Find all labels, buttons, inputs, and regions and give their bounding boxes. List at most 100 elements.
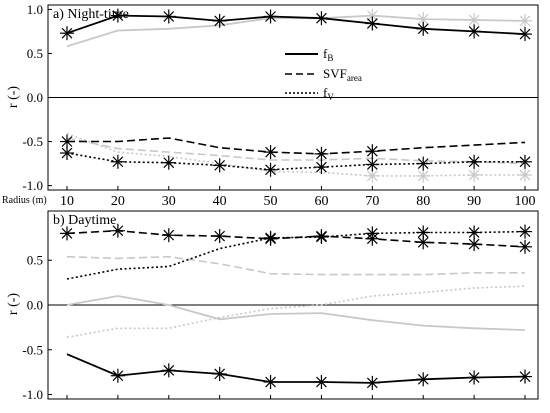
marker-stroke: [519, 241, 531, 253]
panel-a-ylabel: r (-): [6, 86, 21, 108]
series-SVFarea-dark-b: [66, 229, 526, 248]
marker-stroke: [366, 377, 378, 389]
marker-SVFarea-dark-b-8: [467, 237, 482, 252]
marker-stroke: [163, 229, 175, 241]
marker-fB-dark-b-2: [161, 363, 176, 378]
series-fV-dark-a: [66, 152, 525, 171]
series-SVFarea-light-b: [66, 255, 525, 276]
marker-fV-light-a-8: [467, 168, 482, 183]
marker-stroke: [519, 28, 531, 40]
marker-stroke: [112, 370, 124, 382]
panel-b-ylabel: r (-): [6, 293, 21, 315]
marker-stroke: [519, 371, 531, 382]
y-tick-label-b-3: -1.0: [22, 387, 43, 402]
marker-fB-dark-a-8: [467, 24, 482, 39]
x-tick-label-30: 30: [162, 194, 176, 209]
marker-fV-dark-a-3: [212, 158, 227, 173]
marker-fB-dark-a-5: [314, 11, 329, 26]
marker-stroke: [214, 15, 226, 27]
marker-stroke: [265, 376, 276, 388]
marker-stroke: [163, 11, 175, 22]
series-fB-light-b: [66, 295, 526, 331]
marker-SVFarea-dark-b-0: [60, 226, 74, 241]
marker-fB-dark-a-4: [263, 9, 278, 24]
y-tick-label-a-3: -0.5: [22, 134, 43, 149]
series-fB-dark-a: [66, 14, 526, 35]
marker-stroke: [112, 225, 124, 237]
marker-stroke: [112, 156, 124, 168]
marker-stroke: [468, 14, 480, 26]
panel-night-time: a) Night-time r (-) 1.00.50.0-0.5-1.0: [6, 2, 539, 193]
marker-fB-dark-b-4: [263, 374, 278, 389]
panel-daytime: b) Daytime r (-) 0.5 0.0 -0.5 -1.0: [6, 210, 539, 402]
legend-label-fV: fV: [323, 85, 334, 102]
marker-stroke: [316, 12, 327, 24]
panel-a-y-ticks: 1.0 0.5 0.0 -0.5 -1.0: [22, 2, 538, 193]
marker-stroke: [265, 146, 276, 158]
x-tick-label-60: 60: [314, 194, 328, 209]
x-tick-label-20: 20: [111, 194, 125, 209]
marker-stroke: [417, 373, 429, 385]
marker-stroke: [519, 169, 531, 181]
marker-fB-light-a-9: [518, 13, 532, 28]
marker-stroke: [417, 23, 429, 35]
marker-fV-dark-a-2: [161, 155, 176, 170]
marker-fV-dark-a-4: [263, 162, 278, 177]
marker-stroke: [214, 368, 226, 380]
y-tick-label-a-4: -1.0: [22, 178, 43, 193]
marker-stroke: [316, 148, 327, 160]
marker-SVFarea-dark-a-6: [365, 144, 380, 159]
marker-stroke: [61, 136, 73, 147]
marker-fB-dark-b-8: [467, 370, 482, 385]
marker-stroke: [366, 159, 378, 170]
marker-fB-dark-b-7: [416, 372, 431, 387]
marker-SVFarea-dark-b-7: [416, 235, 431, 250]
marker-fV-dark-a-7: [416, 156, 431, 171]
series-fV-dark-b: [66, 230, 526, 280]
marker-stroke: [417, 158, 429, 169]
y-tick-label-b-1: 0.0: [27, 298, 43, 313]
marker-fV-dark-b-4: [263, 230, 278, 245]
x-axis: Radius (m) 10 20 30 40 50 60 70 80 90 100: [2, 194, 536, 209]
marker-stroke: [366, 170, 378, 182]
marker-stroke: [417, 170, 429, 182]
marker-stroke: [265, 164, 276, 176]
x-tick-label-70: 70: [365, 194, 379, 209]
marker-stroke: [417, 227, 429, 238]
panel-b-title: b) Daytime: [53, 213, 116, 228]
series-fV-light-a: [66, 132, 525, 177]
marker-fB-dark-a-9: [518, 27, 532, 42]
marker-stroke: [366, 228, 378, 239]
marker-fV-dark-b-5: [314, 229, 329, 244]
marker-fB-dark-a-1: [110, 8, 125, 23]
marker-fB-dark-a-6: [365, 16, 380, 31]
marker-stroke: [468, 372, 480, 383]
marker-SVFarea-dark-a-4: [263, 145, 278, 160]
marker-stroke: [163, 364, 175, 376]
panel-b-y-ticks: 0.5 0.0 -0.5 -1.0: [22, 253, 538, 402]
panel-a-series: [60, 8, 532, 183]
marker-SVFarea-dark-b-9: [518, 239, 532, 254]
marker-stroke: [366, 10, 378, 21]
marker-stroke: [468, 169, 480, 181]
marker-fB-light-a-7: [416, 12, 431, 27]
marker-fV-light-a-7: [416, 168, 431, 183]
x-tick-label-10: 10: [60, 194, 74, 209]
marker-stroke: [366, 18, 378, 29]
marker-fV-dark-a-0: [60, 146, 74, 160]
marker-stroke: [112, 10, 124, 21]
series-SVFarea-dark-a: [67, 137, 526, 155]
marker-fV-dark-a-6: [365, 157, 380, 172]
marker-fB-dark-a-3: [212, 13, 227, 28]
marker-stroke: [316, 161, 327, 173]
marker-fB-dark-a-2: [161, 9, 176, 24]
marker-stroke: [519, 15, 531, 27]
marker-stroke: [519, 226, 531, 237]
marker-stroke: [316, 376, 327, 388]
series-fB-dark-b: [66, 353, 526, 384]
marker-stroke: [214, 230, 226, 242]
x-tick-label-100: 100: [515, 194, 536, 209]
marker-stroke: [468, 238, 480, 250]
series-fV-light-b: [66, 285, 526, 338]
